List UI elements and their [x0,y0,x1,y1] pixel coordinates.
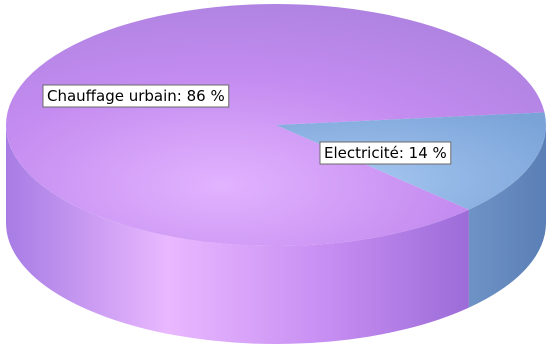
pie-sides [6,125,546,344]
slice-label-2: Electricité: 14 % [319,141,452,165]
pie-slice-side-1 [6,125,469,344]
pie-slice-1 [6,3,545,247]
slice-label-text: Electricité: 14 % [324,144,447,162]
slice-label-box [319,141,452,165]
slice-label-1: Chauffage urbain: 86 % [42,84,230,108]
slice-label-text: Chauffage urbain: 86 % [47,87,225,105]
pie-top [6,3,546,247]
pie-labels: Chauffage urbain: 86 % Electricité: 14 % [42,84,452,165]
pie-slice-side-2 [468,125,546,308]
slice-label-box [42,84,230,108]
